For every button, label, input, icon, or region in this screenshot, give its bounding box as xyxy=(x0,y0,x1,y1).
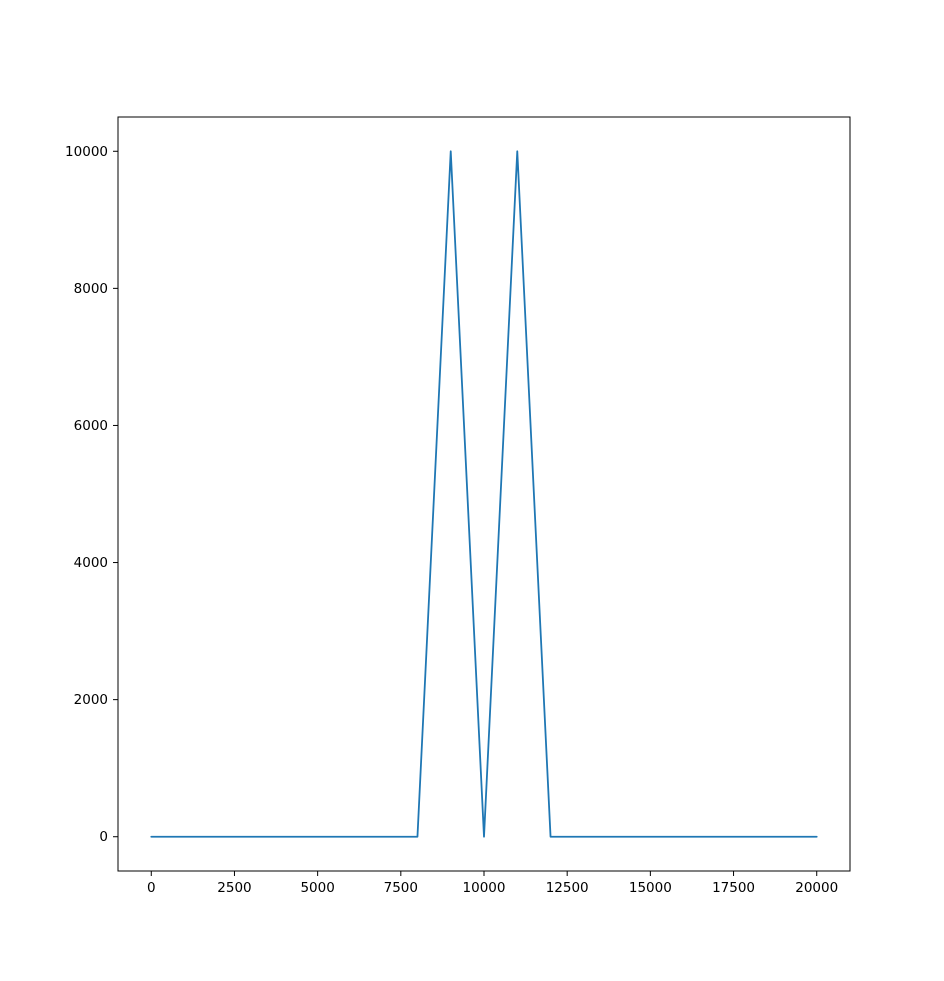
x-tick-label: 12500 xyxy=(546,880,589,896)
y-tick-label: 8000 xyxy=(74,281,108,297)
y-tick-label: 0 xyxy=(99,829,108,845)
x-tick-label: 0 xyxy=(147,880,156,896)
x-tick-label: 2500 xyxy=(217,880,251,896)
x-tick-label: 7500 xyxy=(384,880,418,896)
x-tick-label: 17500 xyxy=(712,880,755,896)
axes-spines xyxy=(117,116,851,872)
x-tick-label: 15000 xyxy=(629,880,672,896)
x-tick-label: 5000 xyxy=(300,880,334,896)
y-tick-label: 2000 xyxy=(74,692,108,708)
y-tick-label: 6000 xyxy=(74,418,108,434)
x-tick-label: 10000 xyxy=(463,880,506,896)
y-tick-label: 4000 xyxy=(74,555,108,571)
data-line xyxy=(150,150,818,838)
x-tick-label: 20000 xyxy=(795,880,838,896)
y-tick-label: 10000 xyxy=(65,144,108,160)
